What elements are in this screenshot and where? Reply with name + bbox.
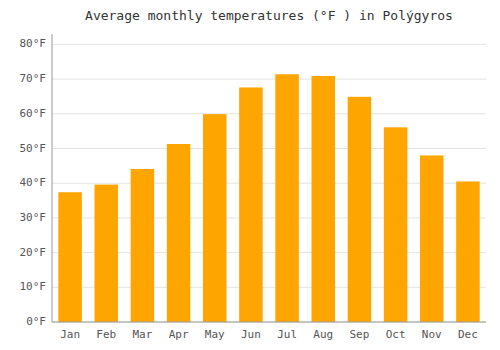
y-tick-label: 50°F	[20, 142, 47, 155]
grid-line	[52, 44, 486, 45]
x-axis-line	[52, 322, 486, 323]
x-tick-label: Nov	[422, 328, 442, 341]
x-axis: Jan Feb Mar Apr May Jun Jul Aug Sep Oct Nov Dec	[60, 328, 478, 341]
x-tick-label: Dec	[458, 328, 478, 341]
title: Average monthly temperatures (°F ) in Po…	[85, 8, 453, 23]
bar	[203, 114, 227, 322]
x-tick-label: Mar	[132, 328, 152, 341]
grid-line	[52, 79, 486, 80]
y-axis: 0°F 10°F 20°F 30°F 40°F 50°F 60°F 70°F 80°F	[20, 37, 47, 328]
bars	[58, 74, 479, 322]
y-tick-label: 70°F	[20, 72, 47, 85]
bar	[275, 74, 299, 322]
x-tick-label: Jun	[241, 328, 261, 341]
grid-line	[52, 113, 486, 114]
x-tick-label: Feb	[96, 328, 116, 341]
bar	[311, 76, 335, 322]
bar	[131, 169, 155, 322]
bar	[384, 127, 408, 322]
grid	[52, 44, 486, 322]
bar	[239, 87, 263, 322]
y-tick-label: 80°F	[20, 37, 47, 50]
y-axis-line	[52, 34, 53, 322]
x-tick-label: Oct	[386, 328, 406, 341]
bar	[94, 185, 118, 322]
y-tick-label: 0°F	[26, 315, 46, 328]
grid-line	[52, 322, 486, 323]
y-tick-label: 40°F	[20, 176, 47, 189]
y-tick-label: 20°F	[20, 246, 47, 259]
bar	[167, 144, 191, 322]
x-tick-label: Apr	[169, 328, 189, 341]
x-tick-label: Aug	[313, 328, 333, 341]
grid-line	[52, 148, 486, 149]
y-tick-label: 10°F	[20, 280, 47, 293]
x-tick-label: May	[205, 328, 225, 341]
bar	[348, 97, 372, 322]
bar	[420, 155, 444, 322]
x-tick-label: Jul	[277, 328, 297, 341]
bar	[58, 192, 82, 322]
y-tick-label: 30°F	[20, 211, 47, 224]
x-tick-label: Sep	[349, 328, 369, 341]
chart: 0°F 10°F 20°F 30°F 40°F 50°F 60°F 70°F 80°F Jan Fe…	[0, 0, 500, 350]
x-tick-label: Jan	[60, 328, 80, 341]
bar	[456, 181, 480, 322]
y-tick-label: 60°F	[20, 107, 47, 120]
